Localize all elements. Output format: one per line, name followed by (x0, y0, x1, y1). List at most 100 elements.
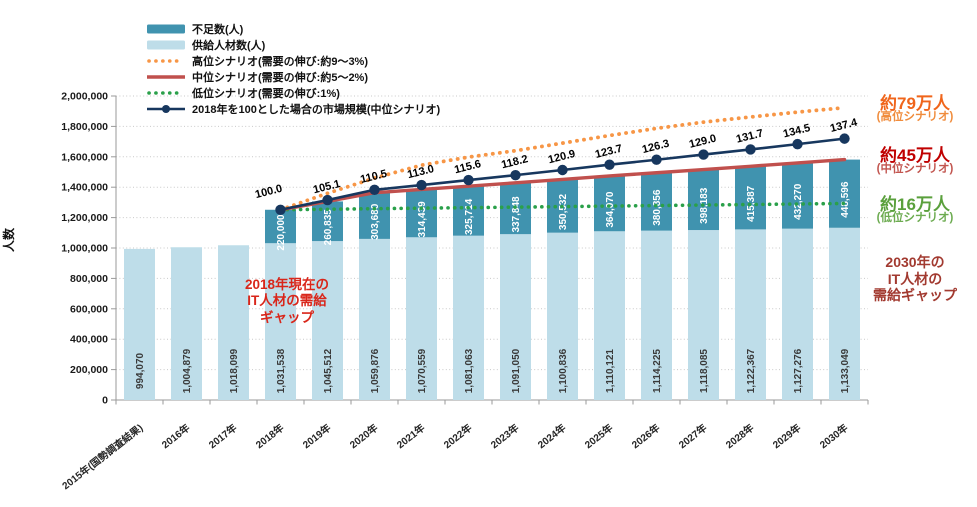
supply-value-label: 1,122,367 (746, 348, 757, 393)
supply-value-label: 1,045,512 (323, 348, 334, 393)
x-category-label: 2019年 (300, 421, 333, 451)
supply-value-label: 1,100,836 (558, 348, 569, 393)
bar-supply (171, 247, 202, 400)
annotation-high-label: (高位シナリオ) (876, 111, 954, 123)
market-index-label: 131.7 (735, 127, 765, 145)
legend-marker-low-dotted-line-icon (146, 88, 186, 98)
supply-value-label: 1,133,049 (840, 348, 851, 393)
x-category-label: 2022年 (441, 421, 474, 451)
supply-value-label: 1,018,099 (229, 348, 240, 393)
bar-shortage (688, 169, 719, 231)
x-category-label: 2017年 (206, 421, 239, 451)
bar-shortage (359, 192, 390, 239)
annotation-mid-label: (中位シナリオ) (876, 163, 954, 175)
supply-value-label: 1,114,225 (652, 349, 663, 393)
supply-value-label: 1,059,876 (370, 348, 381, 393)
market-index-label: 126.3 (641, 138, 671, 156)
market-index-point (369, 184, 380, 195)
market-index-point (651, 154, 662, 165)
legend-item-supply: 供給人材数(人) (146, 38, 440, 52)
supply-value-label: 1,031,538 (276, 348, 287, 393)
annotation-high-value: 約79万人 (880, 94, 950, 113)
y-tick-label: 200,000 (70, 364, 108, 376)
legend-marker-shortage-swatch (146, 24, 186, 34)
supply-value-label: 994,070 (135, 352, 146, 389)
shortage-value-label: 448,596 (840, 181, 851, 218)
shortage-value-label: 260,835 (323, 209, 334, 246)
market-index-point (416, 179, 427, 191)
market-index-label: 113.0 (406, 163, 435, 181)
market-index-point (745, 144, 756, 155)
legend-label-supply: 供給人材数(人) (192, 40, 266, 52)
bar-supply (359, 238, 390, 400)
legend-label-high-scenario: 高位シナリオ(需要の伸び:約9〜3%) (192, 56, 369, 68)
y-tick-label: 400,000 (70, 334, 108, 346)
y-tick-label: 1,600,000 (61, 151, 108, 163)
y-tick-label: 1,000,000 (61, 243, 108, 255)
shortage-value-label: 398,183 (699, 187, 710, 224)
legend-label-low-scenario: 低位シナリオ(需要の伸び:1%) (192, 88, 340, 100)
x-category-label: 2025年 (582, 421, 615, 451)
market-index-label: 120.9 (547, 148, 577, 166)
annotation-low-label: (低位シナリオ) (876, 212, 954, 224)
market-index-label: 110.5 (359, 168, 388, 186)
shortage-value-label: 325,714 (464, 198, 475, 235)
legend-marker-high-dotted-line-icon (146, 56, 186, 66)
legend-item-shortage: 不足数(人) (146, 22, 440, 36)
market-index-point (557, 164, 568, 176)
x-category-label: 2030年 (817, 421, 850, 451)
x-category-label: 2020年 (347, 421, 380, 451)
supply-value-label: 1,110,121 (605, 349, 616, 393)
market-index-point (322, 194, 333, 206)
bar-supply (124, 248, 155, 400)
x-category-label: 2015年(国勢調査結果) (59, 421, 145, 492)
bar-supply (735, 229, 766, 400)
market-index-point (275, 204, 286, 215)
bar-supply (406, 237, 437, 400)
annotation-mid-value: 約45万人 (880, 146, 950, 165)
bar-supply (829, 227, 860, 400)
bar-shortage (406, 189, 437, 238)
annotation-2018-gap: 2018年現在の IT人材の需給 ギャップ (244, 277, 330, 325)
shortage-value-label: 350,532 (558, 194, 569, 231)
shortage-value-label: 380,856 (652, 189, 663, 226)
y-axis-title: 人数 (1, 227, 16, 252)
market-index-label: 123.7 (594, 143, 624, 161)
x-category-label: 2026年 (629, 421, 662, 451)
x-category-label: 2016年 (159, 421, 192, 451)
market-index-label: 100.0 (254, 183, 284, 201)
line-low-scenario (278, 201, 847, 212)
bar-supply (641, 230, 672, 400)
y-tick-label: 2,000,000 (61, 91, 108, 103)
supply-value-label: 1,127,276 (793, 348, 804, 393)
x-category-label: 2028年 (723, 421, 756, 451)
x-category-label: 2021年 (394, 421, 427, 451)
x-category-label: 2029年 (770, 421, 803, 451)
bar-shortage (782, 162, 813, 229)
annotation-2030-gap: 2030年の IT人材の 需給ギャップ (873, 254, 957, 304)
legend-item-high-scenario: 高位シナリオ(需要の伸び:約9〜3%) (146, 54, 440, 68)
supply-value-label: 1,091,050 (511, 348, 522, 393)
supply-value-label: 1,070,559 (417, 348, 428, 393)
annotation-low-value: 約16万人 (880, 195, 950, 214)
market-index-point (839, 133, 850, 144)
y-tick-label: 1,400,000 (61, 182, 108, 194)
y-tick-label: 600,000 (70, 303, 108, 315)
legend-item-market-index: 2018年を100とした場合の市場規模(中位シナリオ) (146, 102, 440, 116)
bar-supply (265, 243, 296, 400)
legend-item-low-scenario: 低位シナリオ(需要の伸び:1%) (146, 86, 440, 100)
market-index-point (698, 149, 709, 160)
y-tick-label: 1,800,000 (61, 121, 108, 133)
bar-shortage (453, 186, 484, 236)
bar-supply (782, 228, 813, 400)
market-index-point (604, 159, 615, 170)
shortage-value-label: 314,439 (417, 201, 428, 238)
bar-shortage (829, 159, 860, 228)
bar-shortage (641, 172, 672, 231)
bar-supply (312, 241, 343, 400)
line-high-scenario (278, 105, 847, 212)
legend-marker-mid-solid-line-icon (146, 72, 186, 82)
x-category-label: 2024年 (535, 421, 568, 451)
